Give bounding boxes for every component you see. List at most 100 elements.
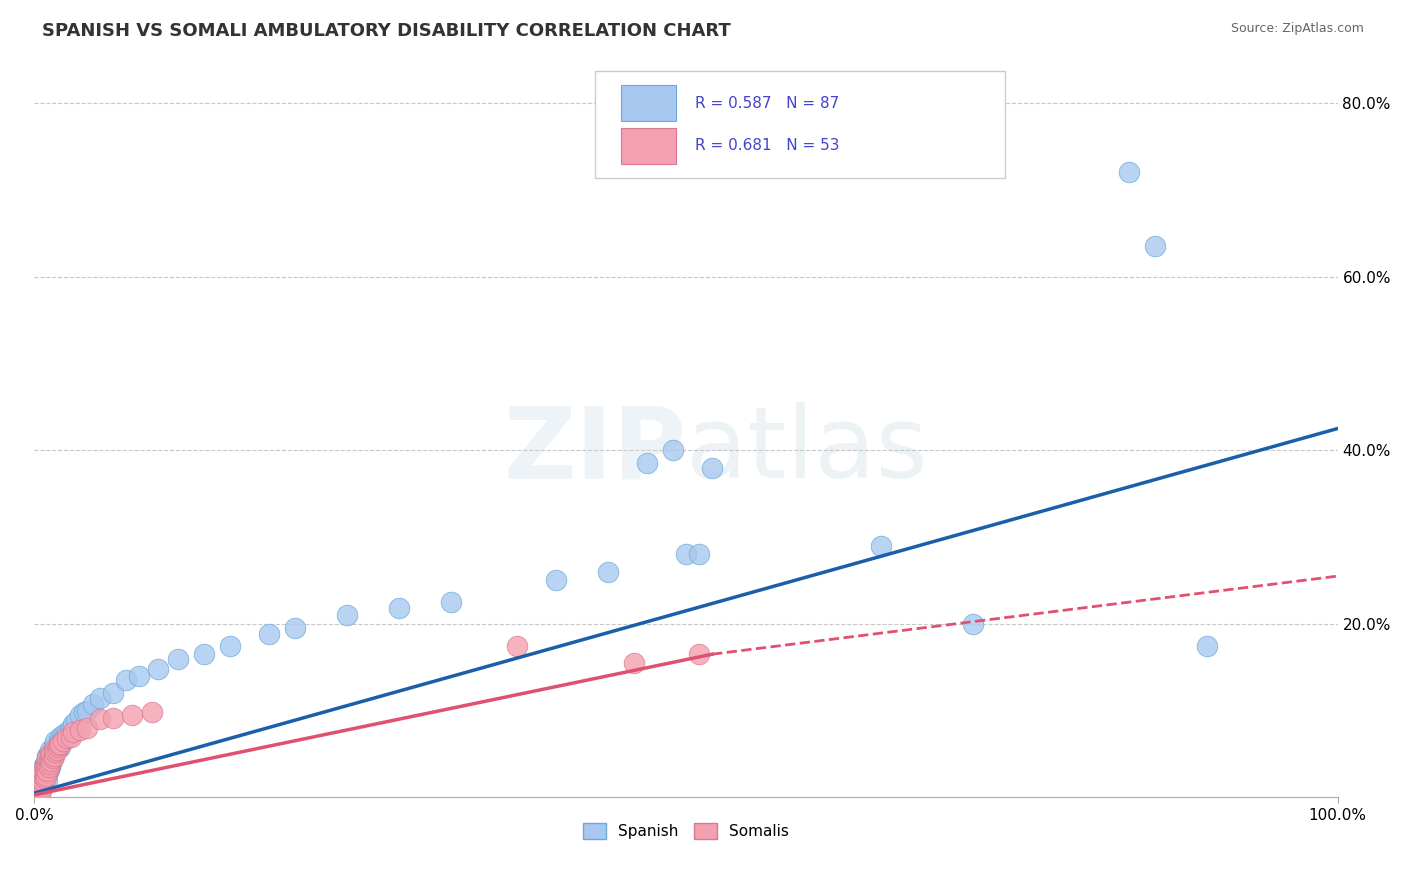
Point	[284, 621, 307, 635]
Point	[27, 777, 49, 791]
Point	[32, 769, 55, 783]
Point	[30, 777, 52, 791]
Point	[114, 673, 136, 688]
Point	[34, 764, 56, 779]
Point	[30, 781, 52, 796]
Point	[32, 764, 55, 779]
Point	[41, 742, 63, 756]
Point	[69, 708, 91, 723]
Text: SPANISH VS SOMALI AMBULATORY DISABILITY CORRELATION CHART: SPANISH VS SOMALI AMBULATORY DISABILITY …	[42, 22, 731, 40]
Text: R = 0.681   N = 53: R = 0.681 N = 53	[695, 138, 839, 153]
Point	[59, 721, 82, 735]
Point	[35, 769, 58, 783]
Point	[28, 777, 51, 791]
Point	[89, 690, 111, 705]
Point	[41, 751, 63, 765]
Bar	[621, 128, 675, 163]
Point	[37, 766, 59, 780]
Point	[1197, 639, 1219, 653]
Point	[31, 769, 53, 783]
Point	[38, 763, 60, 777]
Point	[38, 760, 60, 774]
Point	[32, 777, 55, 791]
Point	[44, 742, 66, 756]
Point	[76, 721, 98, 735]
Legend: Spanish, Somalis: Spanish, Somalis	[576, 817, 794, 845]
Point	[37, 773, 59, 788]
FancyBboxPatch shape	[595, 70, 1005, 178]
Point	[39, 751, 62, 765]
Point	[82, 697, 104, 711]
Point	[25, 787, 48, 801]
Point	[25, 786, 48, 800]
Point	[42, 747, 65, 761]
Point	[46, 739, 69, 753]
Point	[45, 742, 67, 756]
Point	[1144, 239, 1167, 253]
Point	[962, 616, 984, 631]
Point	[30, 783, 52, 797]
Point	[30, 780, 52, 794]
Point	[27, 783, 49, 797]
Point	[46, 740, 69, 755]
Point	[32, 774, 55, 789]
Point	[32, 769, 55, 783]
Text: R = 0.587   N = 87: R = 0.587 N = 87	[695, 95, 839, 111]
Point	[42, 748, 65, 763]
Point	[73, 706, 96, 720]
Point	[42, 742, 65, 756]
Point	[32, 773, 55, 788]
Point	[65, 714, 87, 728]
Point	[37, 757, 59, 772]
Point	[38, 754, 60, 768]
Point	[49, 737, 72, 751]
Point	[31, 773, 53, 788]
Point	[62, 725, 84, 739]
Bar	[621, 86, 675, 120]
Point	[56, 731, 79, 746]
Point	[101, 686, 124, 700]
Point	[596, 565, 619, 579]
Point	[45, 740, 67, 755]
Point	[39, 747, 62, 761]
Point	[39, 747, 62, 761]
Point	[39, 760, 62, 774]
Point	[101, 710, 124, 724]
Point	[141, 706, 163, 720]
Point	[688, 647, 710, 661]
Point	[336, 608, 359, 623]
Point	[35, 760, 58, 774]
Point	[1118, 165, 1140, 179]
Point	[35, 763, 58, 777]
Text: Source: ZipAtlas.com: Source: ZipAtlas.com	[1230, 22, 1364, 36]
Point	[76, 704, 98, 718]
Point	[38, 754, 60, 768]
Point	[31, 764, 53, 779]
Point	[870, 539, 893, 553]
Point	[34, 774, 56, 789]
Point	[52, 728, 75, 742]
Point	[31, 774, 53, 789]
Point	[505, 639, 527, 653]
Point	[28, 774, 51, 789]
Point	[28, 774, 51, 789]
Point	[37, 764, 59, 779]
Text: atlas: atlas	[686, 402, 928, 500]
Point	[35, 754, 58, 768]
Point	[35, 769, 58, 783]
Point	[49, 740, 72, 755]
Point	[544, 574, 567, 588]
Point	[32, 766, 55, 780]
Point	[623, 656, 645, 670]
Point	[37, 748, 59, 763]
Point	[34, 772, 56, 786]
Point	[218, 639, 240, 653]
Point	[32, 760, 55, 774]
Point	[28, 772, 51, 786]
Point	[69, 723, 91, 737]
Point	[28, 781, 51, 796]
Point	[27, 783, 49, 797]
Point	[31, 769, 53, 783]
Point	[166, 651, 188, 665]
Point	[44, 734, 66, 748]
